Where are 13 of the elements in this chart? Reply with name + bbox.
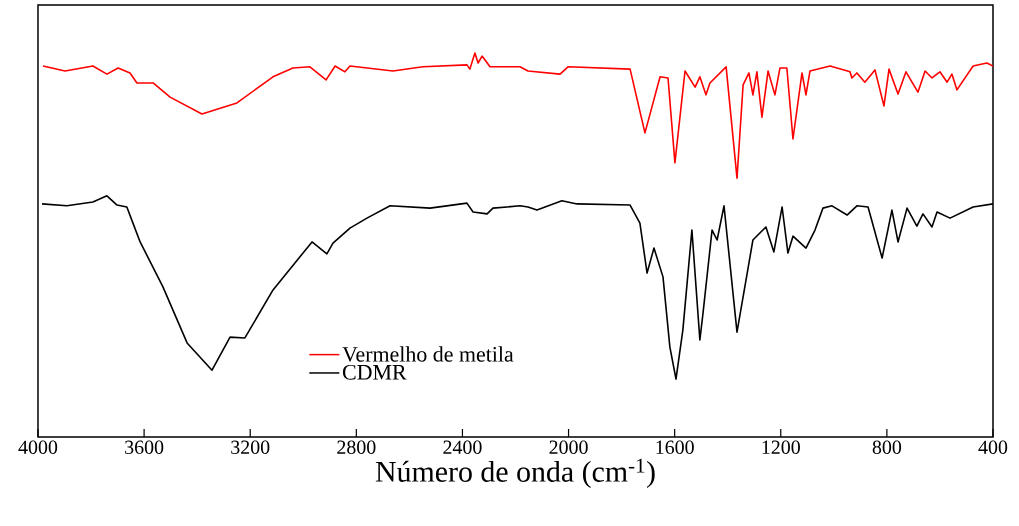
x-tick-label: 4000 <box>18 440 58 454</box>
x-tick-label: 2800 <box>337 440 376 454</box>
x-tick-label: 3600 <box>125 440 164 454</box>
x-axis-title: Número de onda (cm$^{-1}$) <box>375 458 655 488</box>
x-tick-label: 400 <box>978 440 1008 454</box>
x-tick-label: 2000 <box>549 440 588 454</box>
x-tick-label: 1600 <box>656 440 694 454</box>
x-tick-label: 1200 <box>762 440 800 454</box>
x-tick-label: 3200 <box>231 440 270 454</box>
x-tick-label: 800 <box>872 440 902 454</box>
legend-label: CDMR <box>342 364 407 380</box>
legend-label: Vermelho de metila <box>342 346 514 362</box>
x-tick-label: 2400 <box>443 440 482 454</box>
